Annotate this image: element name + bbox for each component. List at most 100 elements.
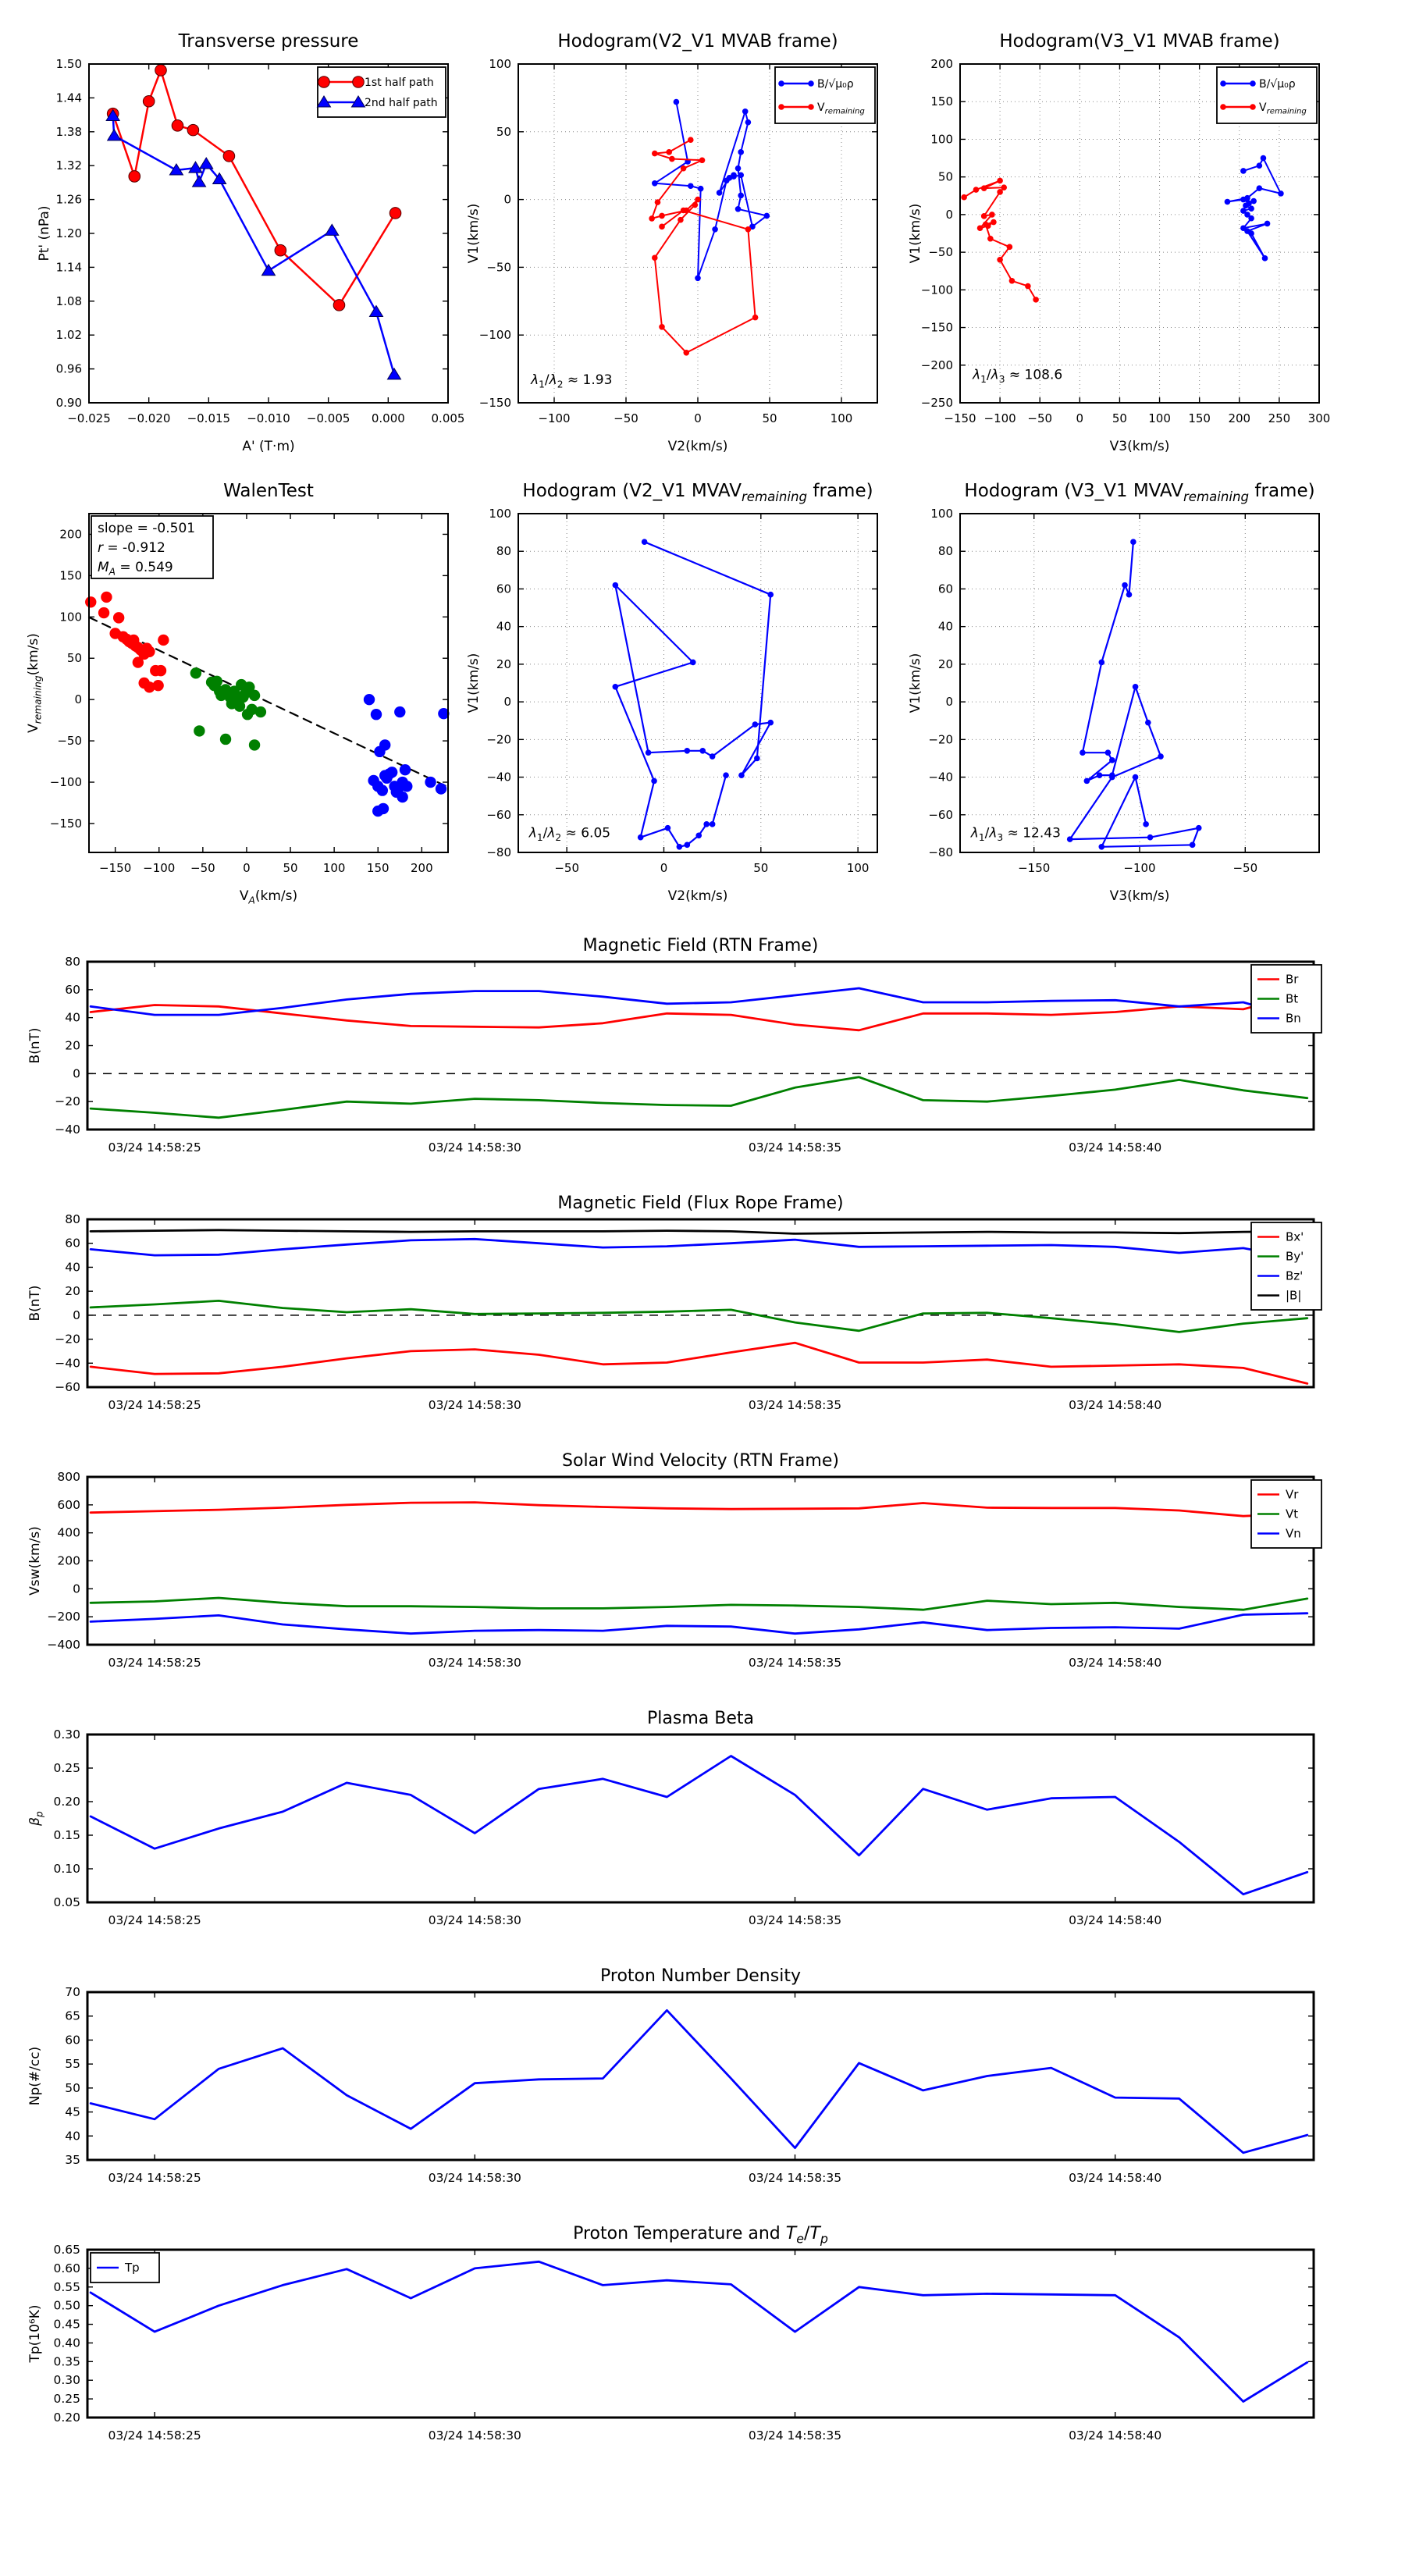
- svg-text:−100: −100: [1123, 861, 1155, 875]
- svg-text:0.25: 0.25: [53, 2392, 80, 2406]
- svg-text:−50: −50: [554, 861, 579, 875]
- chart-mag-fluxrope: 03/24 14:58:25 03/24 14:58:30 03/24 14:58:…: [27, 1194, 1322, 1412]
- svg-text:45: 45: [65, 2105, 80, 2119]
- svg-text:100: 100: [831, 411, 853, 425]
- svg-text:1.32: 1.32: [56, 158, 82, 173]
- svg-text:03/24 14:58:40: 03/24 14:58:40: [1069, 1140, 1161, 1155]
- svg-text:200: 200: [411, 861, 433, 875]
- svg-text:−100: −100: [50, 775, 82, 789]
- svg-text:35: 35: [65, 2153, 80, 2167]
- svg-text:0: 0: [694, 411, 702, 425]
- svg-text:|B|: |B|: [1286, 1289, 1301, 1303]
- svg-text:Magnetic Field (RTN Frame): Magnetic Field (RTN Frame): [583, 936, 819, 955]
- svg-text:03/24 14:58:25: 03/24 14:58:25: [108, 1913, 201, 1927]
- svg-text:Np(#/cc): Np(#/cc): [27, 2047, 43, 2105]
- chart-hodogram-v2v1-mvav: −50 0 50 100 −80 −60 −40 −20 0 20 40 60 80 100 Hodogra…: [466, 481, 878, 904]
- svg-text:80: 80: [938, 544, 953, 558]
- svg-text:0: 0: [660, 861, 668, 875]
- svg-text:−100: −100: [984, 411, 1016, 425]
- svg-text:150: 150: [59, 568, 82, 582]
- svg-text:−150: −150: [50, 817, 82, 831]
- svg-text:100: 100: [930, 507, 953, 521]
- svg-text:−50: −50: [486, 260, 511, 274]
- svg-text:0: 0: [945, 208, 953, 222]
- svg-text:03/24 14:58:40: 03/24 14:58:40: [1069, 1913, 1161, 1927]
- svg-text:60: 60: [65, 983, 80, 997]
- svg-text:0: 0: [74, 692, 82, 706]
- svg-text:−60: −60: [928, 808, 953, 822]
- svg-text:βp: βp: [27, 1811, 44, 1827]
- svg-text:1.50: 1.50: [56, 57, 82, 71]
- svg-text:Vremaining: Vremaining: [817, 101, 865, 116]
- svg-text:20: 20: [496, 657, 511, 671]
- svg-text:−150: −150: [99, 861, 131, 875]
- svg-text:0: 0: [73, 1308, 80, 1322]
- svg-text:−100: −100: [921, 283, 953, 297]
- svg-text:MA = 0.549: MA = 0.549: [98, 560, 173, 577]
- svg-text:−20: −20: [928, 732, 953, 746]
- svg-text:Solar Wind Velocity (RTN Frame: Solar Wind Velocity (RTN Frame): [562, 1451, 839, 1471]
- svg-text:200: 200: [930, 57, 953, 71]
- svg-text:V3(km/s): V3(km/s): [1110, 888, 1170, 904]
- svg-text:By': By': [1286, 1250, 1304, 1264]
- svg-text:V1(km/s): V1(km/s): [908, 204, 923, 264]
- svg-text:B(nT): B(nT): [27, 1027, 43, 1063]
- svg-text:03/24 14:58:30: 03/24 14:58:30: [429, 1140, 521, 1155]
- svg-text:100: 100: [1148, 411, 1171, 425]
- svg-text:r = -0.912: r = -0.912: [98, 540, 165, 556]
- svg-text:Vsw(km/s): Vsw(km/s): [27, 1526, 43, 1596]
- svg-text:−0.015: −0.015: [187, 411, 231, 425]
- svg-text:03/24 14:58:40: 03/24 14:58:40: [1069, 1656, 1161, 1670]
- chart-hodogram-v3v1-mvab: −150 −100 −50 0 50 100 150 200 250 300 −250 −200 −15…: [908, 31, 1330, 454]
- svg-text:V2(km/s): V2(km/s): [668, 439, 728, 454]
- svg-text:0.96: 0.96: [56, 362, 82, 376]
- svg-text:−50: −50: [1232, 861, 1257, 875]
- svg-text:−50: −50: [57, 734, 82, 748]
- svg-text:100: 100: [847, 861, 870, 875]
- svg-text:1.02: 1.02: [56, 328, 82, 342]
- svg-text:40: 40: [496, 620, 511, 634]
- svg-text:B(nT): B(nT): [27, 1285, 43, 1321]
- svg-text:50: 50: [283, 861, 298, 875]
- svg-text:−20: −20: [486, 732, 511, 746]
- svg-text:−0.025: −0.025: [67, 411, 111, 425]
- svg-text:−200: −200: [921, 358, 953, 372]
- svg-text:0.05: 0.05: [53, 1895, 80, 1909]
- svg-text:20: 20: [65, 1039, 80, 1053]
- svg-text:03/24 14:58:35: 03/24 14:58:35: [749, 1656, 841, 1670]
- svg-text:50: 50: [753, 861, 768, 875]
- svg-text:0: 0: [1076, 411, 1084, 425]
- svg-text:Hodogram (V2_V1 MVAVremaining: Hodogram (V2_V1 MVAVremaining frame): [522, 481, 873, 504]
- svg-text:80: 80: [65, 1212, 80, 1226]
- svg-text:0.10: 0.10: [53, 1862, 80, 1876]
- svg-text:0.90: 0.90: [56, 396, 82, 410]
- svg-text:Br: Br: [1286, 973, 1299, 987]
- svg-text:λ1/λ2 ≈ 1.93: λ1/λ2 ≈ 1.93: [530, 372, 612, 390]
- svg-text:−150: −150: [921, 321, 953, 335]
- svg-text:40: 40: [65, 1260, 80, 1274]
- svg-text:03/24 14:58:35: 03/24 14:58:35: [749, 1140, 841, 1155]
- svg-text:1.38: 1.38: [56, 125, 82, 139]
- svg-text:V1(km/s): V1(km/s): [466, 653, 482, 713]
- svg-text:slope = -0.501: slope = -0.501: [98, 521, 195, 536]
- svg-text:0.20: 0.20: [53, 1795, 80, 1809]
- svg-text:40: 40: [65, 1011, 80, 1025]
- svg-text:40: 40: [65, 2129, 80, 2143]
- svg-text:55: 55: [65, 2057, 80, 2071]
- svg-text:VA(km/s): VA(km/s): [240, 888, 297, 906]
- svg-text:03/24 14:58:25: 03/24 14:58:25: [108, 1656, 201, 1670]
- svg-text:0.40: 0.40: [53, 2336, 80, 2350]
- svg-text:0.005: 0.005: [432, 411, 465, 425]
- svg-text:−150: −150: [1018, 861, 1050, 875]
- svg-text:−40: −40: [928, 770, 953, 785]
- svg-text:−80: −80: [928, 845, 953, 859]
- chart-transverse-pressure: −0.025 −0.020 −0.015 −0.010 −0.005 0.000 0.005…: [37, 31, 464, 454]
- svg-text:−60: −60: [55, 1380, 80, 1394]
- svg-text:Magnetic Field (Flux Rope Fram: Magnetic Field (Flux Rope Frame): [557, 1194, 843, 1213]
- svg-text:WalenTest: WalenTest: [223, 481, 314, 501]
- svg-text:80: 80: [65, 955, 80, 969]
- svg-text:Tp: Tp: [124, 2261, 140, 2275]
- svg-text:λ1/λ3 ≈ 12.43: λ1/λ3 ≈ 12.43: [970, 825, 1061, 842]
- svg-text:03/24 14:58:25: 03/24 14:58:25: [108, 1140, 201, 1155]
